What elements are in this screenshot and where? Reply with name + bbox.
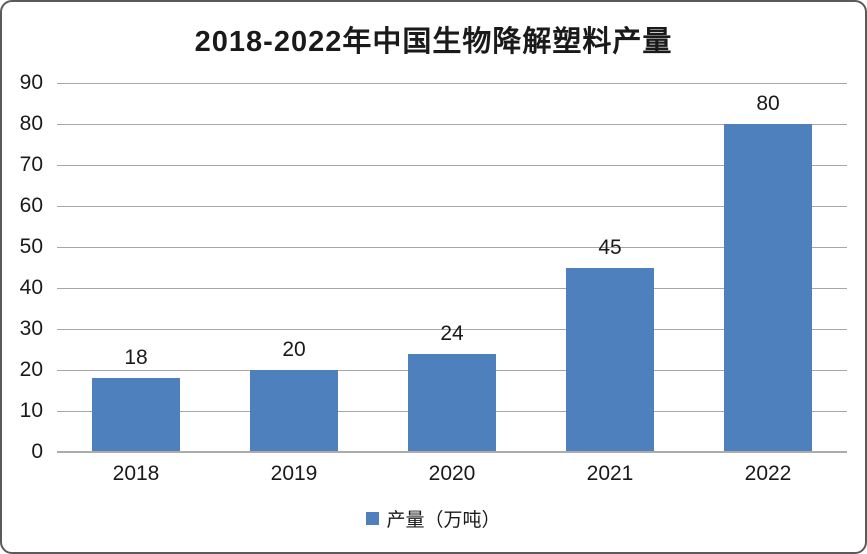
bar-2021 — [566, 267, 654, 452]
legend-series-label: 产量（万吨） — [386, 510, 501, 531]
chart-title: 2018-2022年中国生物降解塑料产量 — [194, 26, 673, 58]
bar-2022 — [724, 124, 812, 452]
x-tick-label: 2019 — [270, 462, 318, 485]
x-tick-label: 2021 — [586, 462, 634, 485]
gridline — [57, 206, 847, 207]
gridline — [57, 247, 847, 248]
x-tick-label: 2022 — [744, 462, 792, 485]
y-tick-label: 30 — [19, 317, 43, 340]
y-tick-label: 70 — [19, 153, 43, 176]
bar-value-label: 20 — [282, 338, 306, 361]
y-tick-label: 90 — [19, 71, 43, 94]
y-tick-label: 40 — [19, 276, 43, 299]
y-tick-label: 80 — [19, 112, 43, 135]
x-tick-label: 2020 — [428, 462, 476, 485]
gridline — [57, 165, 847, 166]
gridline — [57, 83, 847, 84]
bar-value-label: 24 — [440, 321, 464, 345]
gridline — [57, 288, 847, 289]
y-tick-label: 20 — [19, 358, 43, 381]
plot-area: 18 20 24 45 80 — [57, 83, 847, 452]
bar-2018 — [92, 378, 180, 452]
y-tick-label: 50 — [19, 235, 43, 258]
bar-value-label: 45 — [598, 235, 622, 259]
bar-2019 — [250, 370, 338, 452]
gridline — [57, 329, 847, 330]
bar-value-label: 18 — [124, 346, 148, 370]
x-tick-label: 2018 — [112, 462, 160, 485]
legend: 产量（万吨） — [2, 505, 865, 532]
bar-value-label: 80 — [756, 92, 780, 115]
legend-series-marker-icon — [366, 512, 380, 525]
gridline — [57, 124, 847, 125]
bar-2020 — [408, 353, 496, 452]
x-axis-line — [57, 451, 847, 453]
y-tick-label: 10 — [19, 399, 43, 422]
y-tick-label: 0 — [31, 440, 43, 463]
y-tick-label: 60 — [19, 194, 43, 217]
